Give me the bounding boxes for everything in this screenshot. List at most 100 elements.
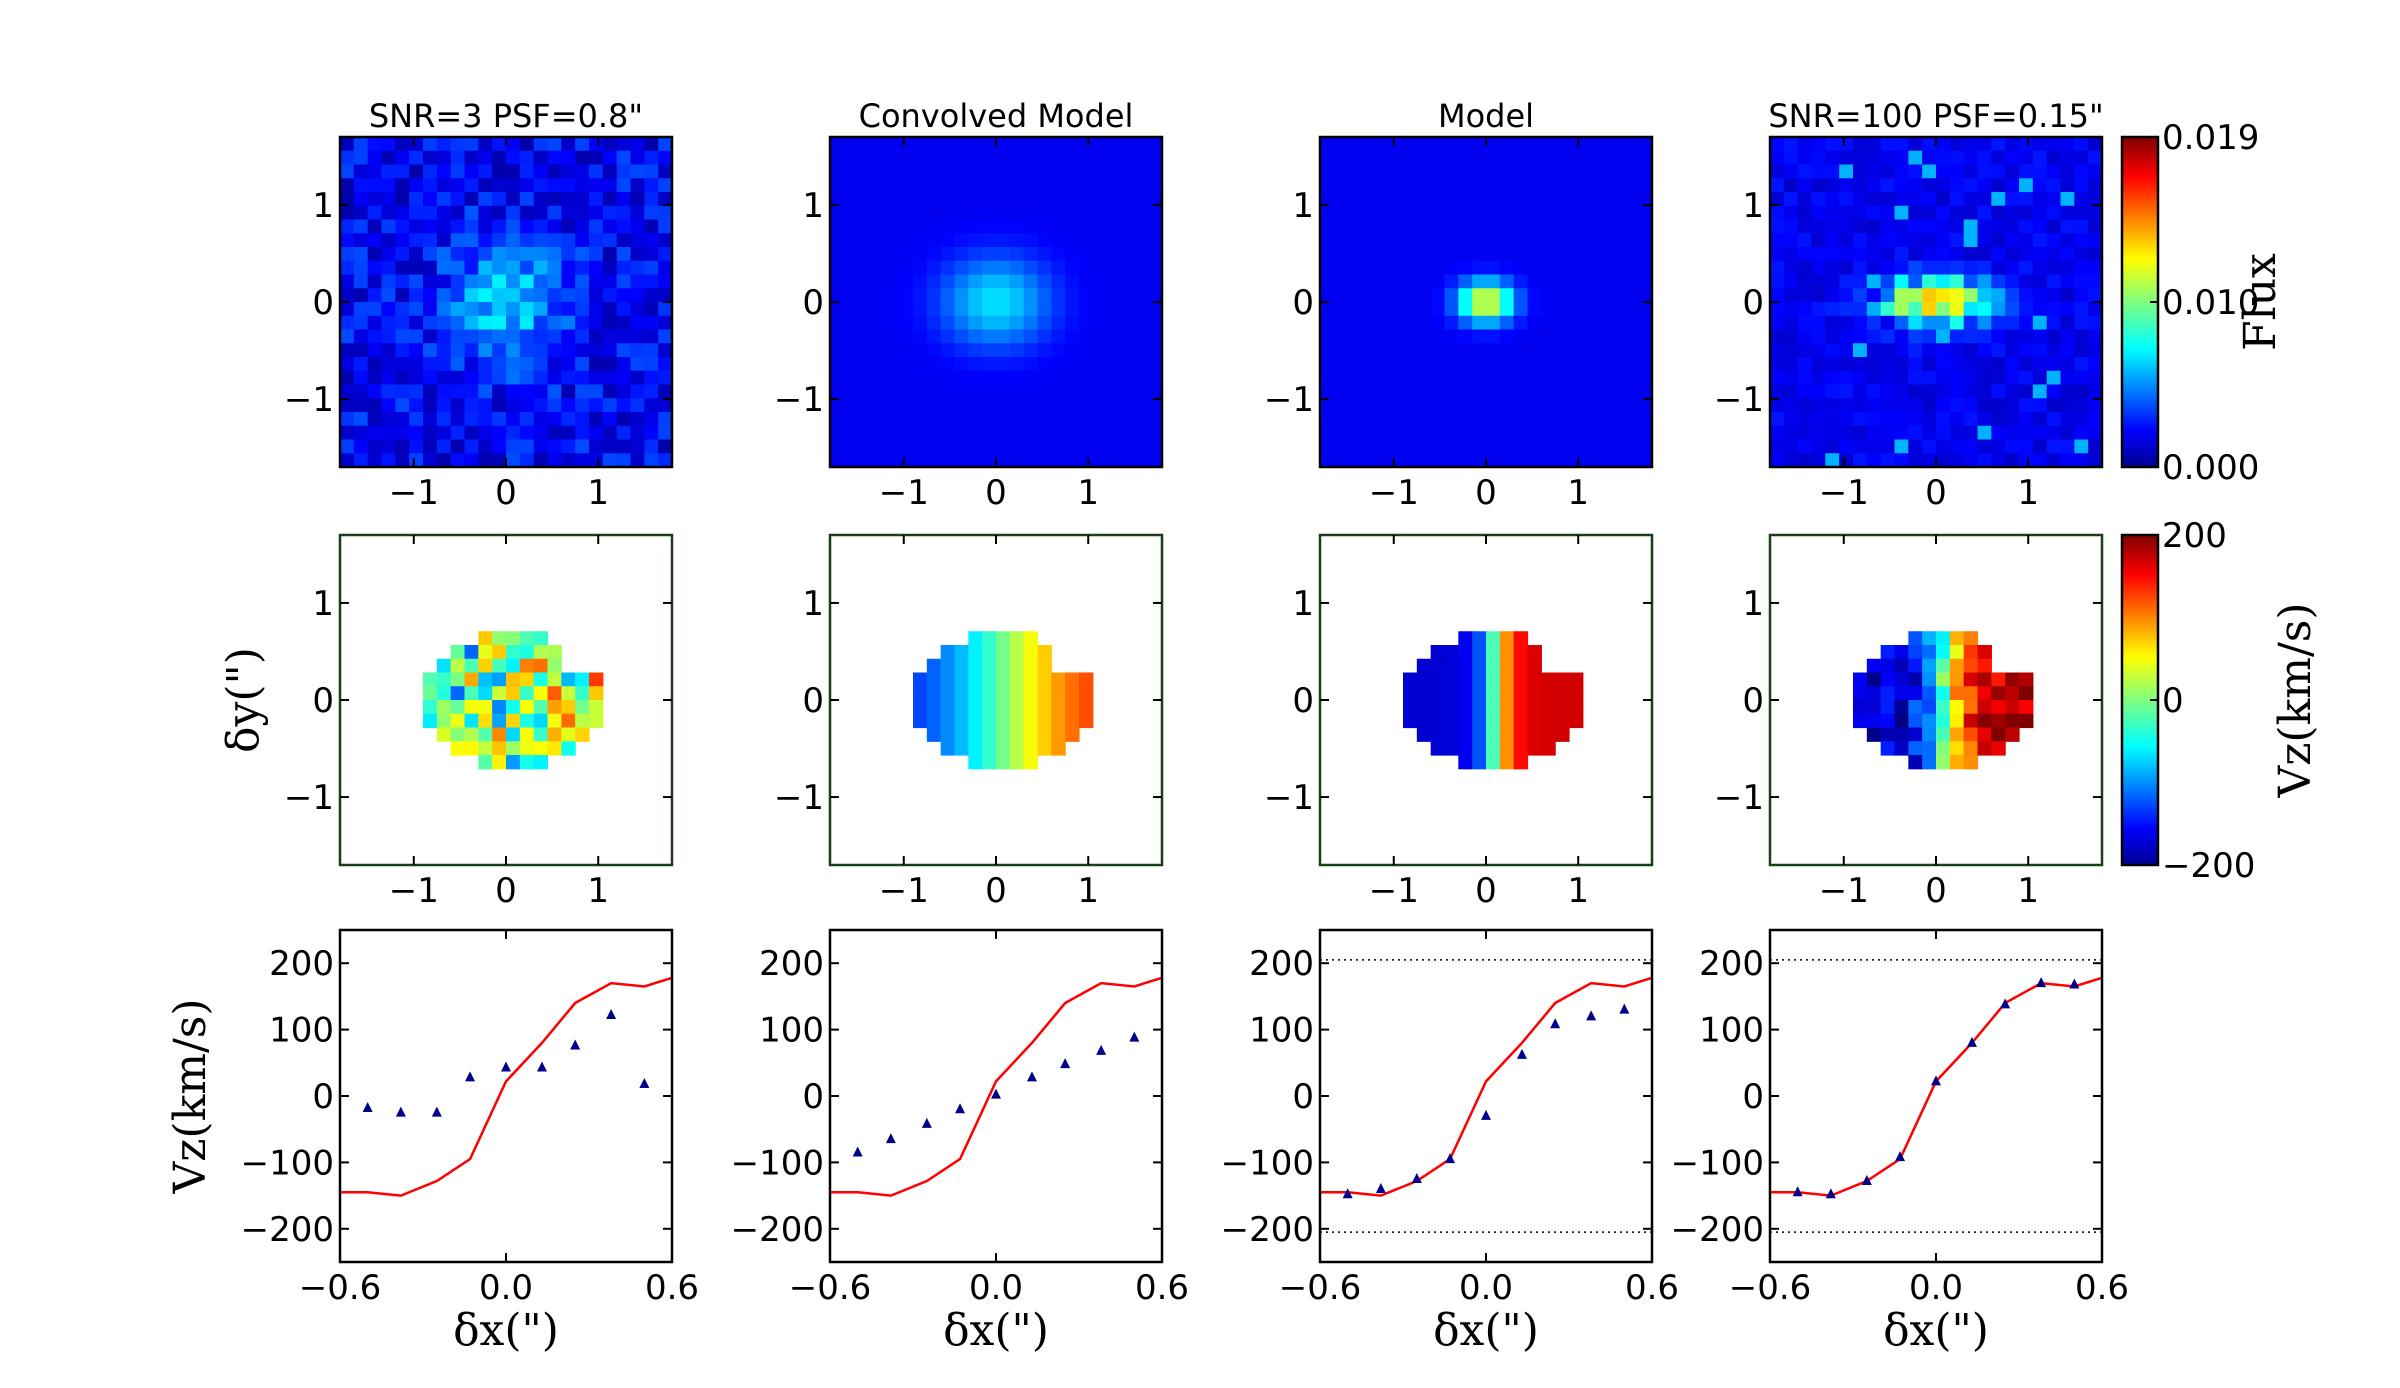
flux-pixel: [2019, 205, 2034, 221]
rotation-frame: [338, 928, 674, 1264]
flux-pixel: [1866, 219, 1882, 234]
flux-pixel: [2060, 274, 2075, 289]
flux-pixel: [395, 164, 410, 179]
flux-pixel: [1610, 453, 1625, 468]
flux-pixel: [478, 329, 493, 344]
flux-pixel: [1499, 288, 1515, 303]
flux-pixel: [533, 288, 549, 303]
flux-pixel: [1065, 219, 1080, 234]
flux-pixel: [1949, 302, 1965, 317]
flux-pixel: [1770, 329, 1785, 344]
flux-pixel: [1541, 453, 1556, 468]
flux-pixel: [1009, 439, 1025, 454]
flux-pixel: [1037, 343, 1052, 358]
flux-pixel: [450, 288, 466, 303]
flux-pixel: [1079, 357, 1094, 372]
flux-pixel: [857, 412, 873, 427]
flux-pixel: [982, 288, 997, 303]
flux-pixel: [1037, 425, 1052, 441]
flux-pixel: [996, 357, 1011, 372]
flux-pixel: [996, 137, 1011, 152]
flux-pixel: [1825, 453, 1840, 468]
y-tick-label: 0: [1292, 1077, 1314, 1117]
flux-pixel: [1458, 274, 1473, 289]
flux-pixel: [954, 370, 969, 386]
row3-y-axis-label: Vz(km/s): [165, 998, 216, 1194]
flux-pixel: [1444, 384, 1459, 399]
flux-pixel: [1949, 357, 1965, 372]
velocity-pixel: [1023, 631, 1039, 646]
flux-pixel: [1347, 412, 1363, 427]
velocity-pixel: [1472, 713, 1487, 729]
flux-pixel: [885, 329, 900, 344]
flux-pixel: [644, 274, 659, 289]
flux-pixel: [1120, 164, 1135, 179]
flux-pixel: [1839, 315, 1854, 331]
flux-pixel: [857, 233, 873, 248]
flux-pixel: [492, 164, 507, 179]
flux-pixel: [899, 425, 914, 441]
flux-pixel: [1770, 150, 1785, 166]
x-tick-label: 0.0: [1909, 1268, 1963, 1308]
flux-pixel: [1527, 205, 1542, 221]
flux-pixel: [1853, 137, 1868, 152]
flux-pixel: [1389, 274, 1404, 289]
flux-pixel: [1106, 315, 1122, 331]
flux-pixel: [1472, 219, 1487, 234]
flux-pixel: [1430, 150, 1446, 166]
flux-pixel: [589, 370, 604, 386]
flux-pixel: [533, 425, 549, 441]
flux-pixel: [1320, 260, 1335, 276]
flux-pixel: [1416, 302, 1432, 317]
flux-pixel: [1416, 425, 1432, 441]
flux-pixel: [1023, 315, 1039, 331]
flux-pixel: [1977, 398, 1992, 413]
flux-pixel: [1894, 164, 1909, 179]
flux-pixel: [1472, 247, 1487, 262]
flux-pixel: [1347, 178, 1363, 193]
flux-pixel: [871, 302, 886, 317]
flux-pixel: [926, 370, 942, 386]
flux-pixel: [1347, 398, 1363, 413]
flux-pixel: [1472, 260, 1487, 276]
flux-pixel: [1092, 150, 1108, 166]
flux-pixel: [1051, 315, 1066, 331]
flux-pixel: [1908, 357, 1923, 372]
flux-pixel: [1092, 343, 1108, 358]
flux-pixel: [1880, 233, 1896, 248]
flux-pixel: [1839, 205, 1854, 221]
flux-pixel: [1472, 150, 1487, 166]
flux-pixel: [1430, 343, 1446, 358]
flux-pixel: [1638, 260, 1653, 276]
data-point-marker: [536, 1061, 547, 1072]
flux-pixel: [843, 439, 859, 454]
flux-pixel: [1009, 274, 1025, 289]
flux-pixel: [1922, 398, 1937, 413]
flux-pixel: [1416, 439, 1432, 454]
flux-pixel: [575, 192, 590, 207]
flux-pixel: [547, 205, 562, 221]
flux-pixel: [1430, 192, 1446, 207]
flux-pixel: [533, 178, 549, 193]
flux-pixel: [857, 315, 873, 331]
flux-pixel: [450, 412, 466, 427]
flux-pixel: [1092, 205, 1108, 221]
velocity-pixel: [1009, 645, 1025, 660]
flux-pixel: [926, 357, 942, 372]
velocity-pixel: [492, 727, 507, 742]
flux-pixel: [381, 192, 396, 207]
flux-pixel: [1825, 398, 1840, 413]
flux-pixel: [658, 398, 673, 413]
flux-pixel: [1853, 329, 1868, 344]
flux-pixel: [561, 178, 576, 193]
flux-pixel: [1963, 425, 1979, 441]
flux-pixel: [1894, 274, 1909, 289]
velocity-pixel: [547, 741, 562, 756]
flux-pixel: [1134, 302, 1149, 317]
flux-pixel: [2005, 384, 2020, 399]
flux-pixel: [1894, 398, 1909, 413]
flux-pixel: [843, 274, 859, 289]
colorbar-tick-label: −200: [2162, 846, 2255, 886]
x-tick-label: −1: [1819, 473, 1869, 513]
flux-pixel: [1389, 453, 1404, 468]
